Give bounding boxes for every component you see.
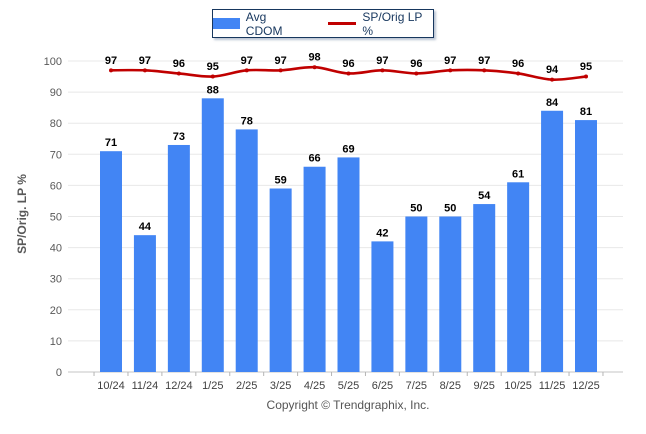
y-tick-label: 10: [50, 336, 62, 348]
bar: [269, 188, 292, 372]
legend-label-avg-cdom: Avg CDOM: [245, 9, 283, 38]
line-value-label: 97: [139, 55, 151, 67]
line-value-label: 94: [546, 64, 559, 76]
x-axis-label: 1/25: [202, 380, 223, 392]
line-point-marker: [516, 71, 521, 76]
line-point-marker: [414, 71, 419, 76]
bar: [473, 204, 496, 372]
line-value-label: 97: [275, 55, 287, 67]
line-value-label: 95: [580, 61, 592, 73]
x-axis-label: 5/25: [338, 380, 359, 392]
legend-bar-swatch-icon: [213, 18, 240, 29]
line-point-marker: [550, 77, 555, 82]
x-axis-label: 9/25: [474, 380, 495, 392]
bar: [201, 98, 224, 372]
bar: [439, 216, 462, 372]
y-tick-label: 50: [50, 212, 62, 224]
y-axis-title: SP/Orig. LP %: [15, 174, 29, 254]
line-value-label: 96: [512, 58, 524, 70]
line-point-marker: [584, 74, 588, 79]
line-value-label: 96: [342, 58, 354, 70]
bar: [575, 120, 597, 372]
x-axis-label: 11/24: [132, 380, 159, 392]
bar-value-label: 44: [139, 221, 152, 233]
line-point-marker: [312, 65, 317, 70]
bar: [133, 235, 156, 372]
bar: [405, 216, 428, 372]
y-tick-label: 100: [44, 56, 62, 68]
y-tick-label: 30: [50, 274, 62, 286]
x-axis-label: 2/25: [236, 380, 257, 392]
line-value-label: 96: [410, 58, 422, 70]
bar-value-label: 50: [444, 203, 456, 215]
x-axis-label: 10/25: [504, 380, 532, 392]
x-axis-label: 7/25: [406, 380, 427, 392]
x-axis-label: 11/25: [539, 380, 566, 392]
bar-value-label: 81: [580, 106, 592, 118]
y-tick-label: 70: [50, 149, 62, 161]
line-point-marker: [244, 68, 249, 73]
y-tick-label: 80: [50, 118, 62, 130]
line-point-marker: [176, 71, 181, 76]
bar-value-label: 50: [410, 203, 422, 215]
x-axis-label: 8/25: [440, 380, 461, 392]
bar-value-label: 78: [241, 115, 253, 127]
legend: Avg CDOM SP/Orig LP %: [212, 9, 434, 38]
bar: [235, 129, 258, 372]
bar-value-label: 69: [342, 143, 354, 155]
legend-label-sp-orig-lp: SP/Orig LP %: [362, 9, 423, 38]
line-value-label: 97: [444, 55, 456, 67]
bar: [507, 182, 530, 372]
bar: [371, 241, 394, 372]
bar-value-label: 54: [478, 190, 491, 202]
bar: [100, 151, 122, 372]
bar-value-label: 84: [546, 97, 559, 109]
line-value-label: 97: [105, 55, 117, 67]
line-value-label: 97: [376, 55, 388, 67]
x-axis-label: 6/25: [372, 380, 393, 392]
bar-value-label: 73: [173, 131, 185, 143]
x-axis-label: 12/24: [165, 380, 193, 392]
bar-value-label: 42: [376, 227, 388, 239]
line-value-label: 96: [173, 58, 185, 70]
line-value-label: 98: [308, 52, 320, 64]
y-tick-label: 90: [50, 87, 62, 99]
y-tick-label: 60: [50, 180, 62, 192]
bar-value-label: 71: [105, 137, 117, 149]
bar: [303, 166, 326, 372]
x-axis-label: 10/24: [97, 380, 125, 392]
line-value-label: 97: [478, 55, 490, 67]
x-axis-label: 3/25: [270, 380, 291, 392]
y-tick-label: 40: [50, 243, 62, 255]
legend-line-swatch-icon: [327, 22, 357, 25]
line-point-marker: [109, 68, 113, 73]
bar: [167, 144, 190, 372]
line-point-marker: [346, 71, 351, 76]
line-value-label: 95: [207, 61, 219, 73]
bar-value-label: 61: [512, 168, 524, 180]
line-point-marker: [278, 68, 283, 73]
line-point-marker: [448, 68, 453, 73]
x-axis-label: 4/25: [304, 380, 325, 392]
y-tick-label: 20: [50, 305, 62, 317]
line-point-marker: [482, 68, 487, 73]
bar: [337, 157, 360, 372]
y-tick-label: 0: [56, 367, 62, 379]
line-value-label: 97: [241, 55, 253, 67]
bar-value-label: 59: [275, 175, 287, 187]
bar: [541, 110, 564, 372]
line-point-marker: [210, 74, 215, 79]
line-point-marker: [380, 68, 385, 73]
bar-value-label: 66: [308, 153, 320, 165]
copyright-text: Copyright © Trendgraphix, Inc.: [266, 398, 430, 412]
x-axis-label: 12/25: [572, 380, 600, 392]
bar-value-label: 88: [207, 84, 219, 96]
line-point-marker: [142, 68, 147, 73]
